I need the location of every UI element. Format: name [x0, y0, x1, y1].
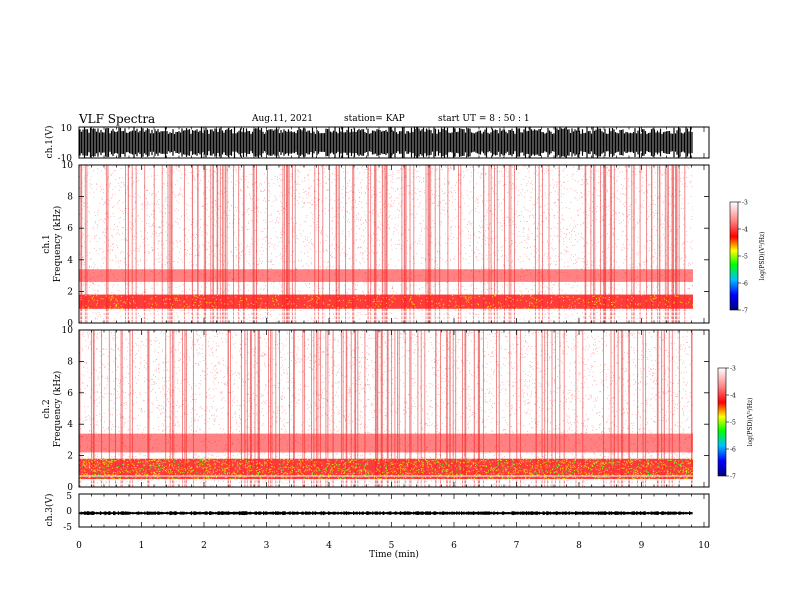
time-tick-6: 6	[451, 541, 457, 551]
ch3-waveform-panel: 5 0 -5 ch.3(V) 0 1 2 3 4 5 6 7 8 9 10 Time (min)	[44, 492, 710, 560]
spec2-gap-lines	[79, 475, 693, 485]
time-axis-label: Time (min)	[369, 549, 419, 560]
ch1-cb-tick--5: -5	[742, 254, 748, 261]
time-axis-ticks: 0 1 2 3 4 5 6 7 8 9 10	[76, 541, 710, 551]
time-tick-3: 3	[264, 541, 270, 551]
ch2-spec-ytick-4: 4	[67, 420, 73, 430]
ch2-spectrogram-yticks: 0 2 4 6 8 10	[62, 326, 709, 493]
ch1-colorbar	[729, 201, 739, 311]
ch2-colorbar-label: log(PSD)(V²/Hz)	[747, 398, 754, 447]
chart-title: VLF Spectra	[79, 112, 156, 126]
ch2-cb-tick--7: -7	[730, 474, 736, 481]
ch1-colorbar-label: log(PSD)(V²/Hz)	[759, 232, 766, 281]
time-tick-8: 8	[576, 541, 582, 551]
ch1-cb-tick--6: -6	[742, 281, 748, 288]
time-tick-0: 0	[76, 541, 82, 551]
spec1-impulses	[80, 165, 686, 323]
ch3-waveform-trace	[79, 511, 693, 516]
time-tick-9: 9	[639, 541, 645, 551]
ch1-frame	[78, 126, 710, 159]
ch3-ytick-mid: 0	[66, 507, 72, 517]
ch3-frame	[78, 493, 710, 528]
ch2-cb-tick--3: -3	[730, 366, 736, 373]
ch2-spec-ytick-2: 2	[67, 452, 73, 462]
ch1-spectrogram-ylabel-channel: ch.1	[42, 234, 52, 253]
station-label: station= KAP	[344, 114, 405, 124]
spec1-band-0	[79, 294, 693, 309]
spec2-band-1	[79, 433, 693, 453]
ch3-waveform-line	[79, 511, 693, 516]
ch1-spectrogram-ylabel-frequency: Frequency (kHz)	[52, 206, 63, 283]
time-minor-ticks	[78, 127, 705, 527]
time-tick-7: 7	[514, 541, 520, 551]
date-label: Aug.11, 2021	[252, 114, 313, 124]
ch1-spec-ytick-6: 6	[67, 224, 73, 234]
ch1-waveform-line	[79, 127, 693, 158]
spec1-gap-lines	[79, 311, 693, 321]
time-tick-2: 2	[201, 541, 207, 551]
ch1-waveform-panel: 10 -10 ch.1(V)	[44, 124, 710, 164]
ch1-spec-ytick-2: 2	[67, 287, 73, 297]
time-tick-5: 5	[389, 541, 395, 551]
spec1-yellow-specks	[80, 294, 693, 310]
time-tick-1: 1	[139, 541, 145, 551]
ch1-waveform-trace	[79, 127, 693, 158]
ch3-ytick-top: 5	[66, 492, 72, 502]
ch2-spectrogram-frame	[78, 329, 710, 488]
ch1-cb-tick--3: -3	[742, 200, 748, 207]
ch2-colorbar-ticks: -3 -4 -5 -6 -7	[726, 366, 736, 481]
ch3-ylabel: ch.3(V)	[44, 494, 55, 527]
ch2-spectrogram-image	[79, 330, 693, 487]
minor-ticks	[78, 127, 705, 527]
ch1-spectrogram-yticks: 0 2 4 6 8 10	[62, 161, 709, 329]
time-tick-4: 4	[326, 541, 332, 551]
ch2-cb-tick--6: -6	[730, 447, 736, 454]
ch2-spec-ytick-10: 10	[62, 326, 74, 336]
ch1-spectrogram-frame	[78, 164, 710, 324]
ch1-ytick-bottom: -10	[58, 154, 73, 164]
time-tick-10: 10	[698, 541, 710, 551]
ch2-cb-tick--4: -4	[730, 393, 736, 400]
ch2-spec-ytick-0: 0	[67, 483, 73, 493]
ch2-spectrogram-ylabel-frequency: Frequency (kHz)	[52, 371, 63, 448]
ch1-ylabel: ch.1(V)	[44, 126, 55, 159]
spec1-band-1	[79, 269, 693, 282]
ch2-cb-tick--5: -5	[730, 420, 736, 427]
ch2-spec-ytick-8: 8	[67, 357, 73, 367]
start-ut-label: start UT = 8 : 50 : 1	[438, 114, 530, 124]
ch2-spec-ytick-6: 6	[67, 389, 73, 399]
ch1-cb-tick--7: -7	[742, 308, 748, 315]
ch1-colorbar-ticks: -3 -4 -5 -6 -7	[738, 200, 748, 315]
ch1-cb-tick--4: -4	[742, 227, 748, 234]
ch1-spec-ytick-10: 10	[62, 161, 74, 171]
spec2-impulses	[79, 330, 693, 487]
spec2-green-specks	[79, 458, 693, 480]
ch2-spectrogram-ylabel-channel: ch.2	[42, 399, 52, 418]
ch2-colorbar	[717, 367, 727, 477]
ch1-spec-ytick-8: 8	[67, 193, 73, 203]
ch1-spec-ytick-0: 0	[67, 319, 73, 329]
ch1-ytick-top: 10	[61, 124, 73, 134]
ch1-spec-ytick-4: 4	[67, 256, 73, 266]
ch3-ytick-bottom: -5	[63, 523, 72, 533]
ch1-spectrogram-image	[79, 165, 693, 323]
